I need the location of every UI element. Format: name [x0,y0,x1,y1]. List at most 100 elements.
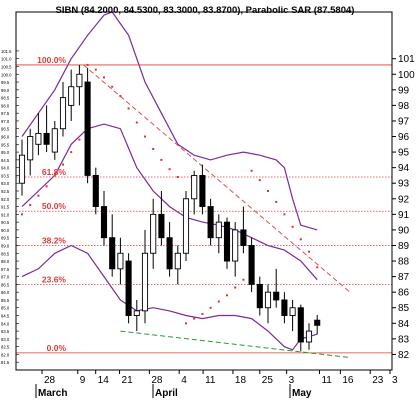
candle-body [223,221,231,262]
left-tick-label: 83.5 [1,329,10,334]
right-tick-label: 92 [398,194,410,205]
left-tick-label: 86.0 [1,290,10,295]
candle [18,139,26,196]
right-tick-label: 100 [398,70,415,81]
candle-body [232,229,239,262]
candle-body [174,252,181,270]
left-tick-label: 96.5 [1,127,10,132]
candle [256,276,263,316]
sar-dot [135,121,138,124]
candle [191,170,198,215]
candle-body [273,291,280,301]
candle [43,105,50,153]
right-tick-label: 94 [398,163,410,174]
left-tick-label: 82.5 [1,345,10,350]
left-tick-label: 93.5 [1,173,10,178]
candle [141,229,149,324]
candle-body [51,128,58,153]
right-tick-label: 96 [398,132,410,143]
candle [174,245,181,285]
candle [182,191,190,262]
candle-body [117,252,124,270]
candle-body [76,73,83,88]
fib-label: 0.0% [47,343,67,353]
right-tick-label: 90 [398,225,410,236]
sar-dot [53,174,56,177]
right-tick-label: 85 [398,303,410,314]
candle-body [59,97,67,130]
left-tick-label: 87.0 [1,275,10,280]
sar-dot [144,135,146,138]
month-label: May [292,388,312,399]
x-tick-label: 16 [342,375,354,386]
left-tick-label: 94.0 [1,166,10,171]
candle [84,68,91,184]
axes: 1011009998979695949392919089888786858483… [1,11,415,399]
candle [100,191,108,246]
candle [240,206,247,254]
candle-body [199,174,206,208]
sar-dot [209,306,212,309]
left-tick-label: 101.0 [1,57,12,62]
left-tick-label: 92.0 [1,197,10,202]
candle-body [133,310,140,316]
x-tick-label: 11 [205,375,216,386]
right-tick-label: 101 [398,54,415,65]
candle [68,69,75,121]
right-tick-label: 97 [398,116,410,127]
bollinger-lower-line [21,244,318,351]
fib-label: 50.0% [42,201,67,211]
sar-dot [62,163,64,166]
left-tick-label: 98.5 [1,96,10,101]
left-tick-label: 93.0 [1,181,10,186]
candle-body [256,283,263,309]
month-label: March [38,388,67,399]
candle [158,191,165,246]
left-tick-label: 100.0 [1,72,12,77]
right-tick-label: 88 [398,257,410,268]
candle [133,299,140,332]
left-tick-label: 97.5 [1,111,10,116]
left-tick-label: 83.0 [1,337,10,342]
left-tick-label: 90.5 [1,220,10,225]
left-tick-label: 90.0 [1,228,10,233]
candle-body [289,307,296,316]
candle [314,315,321,335]
candle-body [158,213,165,239]
sar-dot [185,322,187,325]
candle [215,214,222,254]
left-tick-label: 88.5 [1,251,10,256]
candle [297,304,304,352]
left-tick-label: 89.5 [1,236,10,241]
left-tick-label: 97.0 [1,119,10,124]
x-tick-label: 23 [372,375,384,386]
x-tick-label: 4 [181,375,187,386]
candle [223,217,231,269]
sar-dot [70,151,73,154]
fib-label: 38.2% [42,235,67,245]
candle [199,164,206,215]
sar-dot [86,63,89,66]
left-tick-label: 84.0 [1,321,10,326]
candle [109,214,116,277]
candle-body [100,206,108,239]
left-tick-label: 101.5 [1,49,12,54]
candle [76,64,83,106]
right-tick-label: 89 [398,241,410,252]
right-tick-label: 82 [398,350,410,361]
x-tick-label: 11 [321,375,332,386]
sar-dot [242,278,245,281]
left-tick-label: 92.5 [1,189,10,194]
sar-dot [316,266,319,269]
candle [305,323,313,350]
left-tick-label: 98.0 [1,103,10,108]
sar-dot [176,175,179,178]
sar-dot [119,95,122,98]
sar-dot [275,200,278,203]
x-tick-label: 25 [262,375,274,386]
left-tick-label: 91.0 [1,212,10,217]
candle-body [35,132,42,145]
sar-dot [103,76,105,79]
sar-dot [193,317,196,320]
left-tick-label: 99.0 [1,88,10,93]
